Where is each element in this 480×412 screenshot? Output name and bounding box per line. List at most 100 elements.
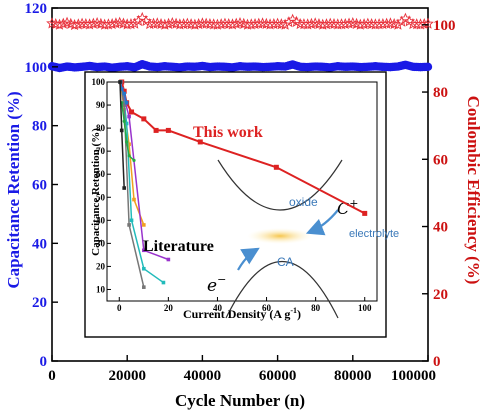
main-y-right-tick-label: 20 bbox=[433, 287, 448, 303]
series-point bbox=[127, 114, 131, 119]
inset-y-tick-label: 90 bbox=[96, 100, 106, 110]
coulombic-point bbox=[392, 18, 404, 30]
inset-y-tick-label: 50 bbox=[96, 192, 106, 202]
series-point bbox=[142, 248, 146, 253]
coulombic-point bbox=[388, 17, 401, 30]
main-y-left-tick-label: 20 bbox=[32, 295, 47, 311]
series-point bbox=[141, 116, 147, 122]
inset-y-tick-label: 100 bbox=[92, 77, 106, 87]
inset-y-ticks: 10 20 30 40 50 60 70 80 90 100 bbox=[92, 77, 111, 294]
main-x-ticks: 0 20000 40000 60000 80000 100000 bbox=[48, 355, 436, 384]
coulombic-point bbox=[279, 18, 291, 30]
ca-particle-outline bbox=[225, 261, 339, 319]
coulombic-point bbox=[271, 17, 284, 29]
series-point bbox=[129, 218, 134, 223]
interface-glow bbox=[247, 228, 313, 244]
coulombic-point bbox=[91, 16, 103, 29]
series-point bbox=[273, 164, 279, 170]
main-y-left-tick-label: 60 bbox=[32, 178, 47, 194]
coulombic-point bbox=[76, 17, 88, 29]
coulombic-point bbox=[204, 17, 216, 30]
inset-y-tick-label: 80 bbox=[96, 123, 106, 133]
inset-x-ticks: 0 20 40 60 80 100 bbox=[117, 297, 372, 313]
main-x-tick-label: 80000 bbox=[334, 368, 372, 384]
coulombic-point bbox=[418, 17, 431, 30]
literature-label: Literature bbox=[143, 238, 214, 255]
main-x-tick-label: 100000 bbox=[391, 368, 436, 384]
retention-point bbox=[423, 62, 433, 72]
coulombic-point bbox=[46, 17, 58, 29]
oxide-label: oxide bbox=[289, 195, 318, 209]
inset-y-tick-label: 30 bbox=[96, 238, 106, 248]
series-point bbox=[142, 223, 146, 227]
inset-y-tick-label: 40 bbox=[96, 215, 106, 225]
coulombic-point bbox=[113, 16, 126, 28]
coulombic-point bbox=[181, 17, 194, 29]
cation-arrow bbox=[305, 209, 339, 236]
series-point bbox=[121, 88, 127, 94]
inset-x-tick-label: 40 bbox=[213, 303, 223, 313]
inset-y-axis-label: Capacitance Retention (%) bbox=[90, 128, 102, 256]
main-x-tick-label: 20000 bbox=[108, 368, 146, 384]
inset-y-tick-label: 70 bbox=[96, 146, 106, 156]
main-y-right-tick-label: 100 bbox=[433, 18, 456, 34]
series-point bbox=[122, 186, 126, 190]
main-series-layer bbox=[46, 11, 434, 73]
series-point bbox=[122, 103, 126, 107]
inset-y-tick-label: 10 bbox=[96, 284, 106, 294]
main-y-left-ticks: 0 20 40 60 80 100 120 bbox=[25, 1, 58, 370]
this-work-label: This work bbox=[193, 124, 263, 141]
interface-schematic: oxide electrolyte CA C+ e− bbox=[207, 159, 399, 319]
series-point bbox=[129, 109, 135, 115]
inset-x-tick-label: 80 bbox=[311, 303, 321, 313]
main-y-right-tick-label: 60 bbox=[433, 152, 448, 168]
coulombic-point bbox=[151, 17, 164, 29]
literature-series bbox=[118, 80, 126, 190]
coulombic-point bbox=[200, 17, 213, 29]
inset-y-tick-label: 20 bbox=[96, 261, 106, 271]
series-point bbox=[132, 158, 136, 162]
series-point bbox=[118, 80, 122, 84]
main-y-left-tick-label: 80 bbox=[32, 119, 47, 135]
ca-label: CA bbox=[277, 255, 294, 269]
main-y-right-tick-label: 0 bbox=[433, 354, 441, 370]
series-point bbox=[166, 257, 171, 262]
main-x-tick-label: 60000 bbox=[259, 368, 297, 384]
coulombic-point bbox=[256, 17, 269, 29]
series-point bbox=[125, 140, 129, 144]
main-y-left-tick-label: 40 bbox=[32, 236, 47, 252]
coulombic-point bbox=[275, 18, 288, 30]
coulombic-point bbox=[309, 17, 322, 29]
series-point bbox=[161, 280, 166, 285]
coulombic-point bbox=[53, 18, 66, 30]
electron-arrow bbox=[237, 247, 260, 271]
coulombic-point bbox=[166, 16, 179, 29]
coulombic-point bbox=[125, 17, 137, 30]
coulombic-point bbox=[384, 17, 397, 29]
electron-label: e− bbox=[207, 273, 226, 296]
main-y-left-tick-label: 0 bbox=[40, 354, 48, 370]
electrolyte-label: electrolyte bbox=[349, 228, 399, 240]
series-point bbox=[142, 285, 146, 289]
coulombic-point bbox=[234, 16, 246, 29]
inset-x-tick-label: 0 bbox=[117, 303, 122, 313]
main-y-left-axis-label: Capacitance Retention (%) bbox=[4, 91, 23, 288]
coulombic-point bbox=[361, 17, 374, 29]
series-point bbox=[153, 127, 159, 133]
main-x-tick-label: 40000 bbox=[184, 368, 222, 384]
inset-x-tick-label: 60 bbox=[262, 303, 272, 313]
coulombic-point bbox=[196, 17, 209, 29]
main-y-right-axis-label: Coulombic Efficiency (%) bbox=[464, 96, 480, 285]
coulombic-point bbox=[219, 17, 231, 29]
coulombic-point bbox=[158, 18, 171, 30]
main-y-left-tick-label: 120 bbox=[25, 1, 48, 17]
main-x-axis-label: Cycle Number (n) bbox=[175, 391, 305, 410]
series-point bbox=[124, 100, 129, 105]
coulombic-point bbox=[64, 17, 77, 29]
coulombic-point bbox=[61, 16, 73, 28]
coulombic-point bbox=[95, 17, 107, 29]
retention-series bbox=[47, 59, 433, 73]
inset-plot-frame bbox=[106, 81, 378, 302]
coulombic-point bbox=[422, 17, 434, 29]
